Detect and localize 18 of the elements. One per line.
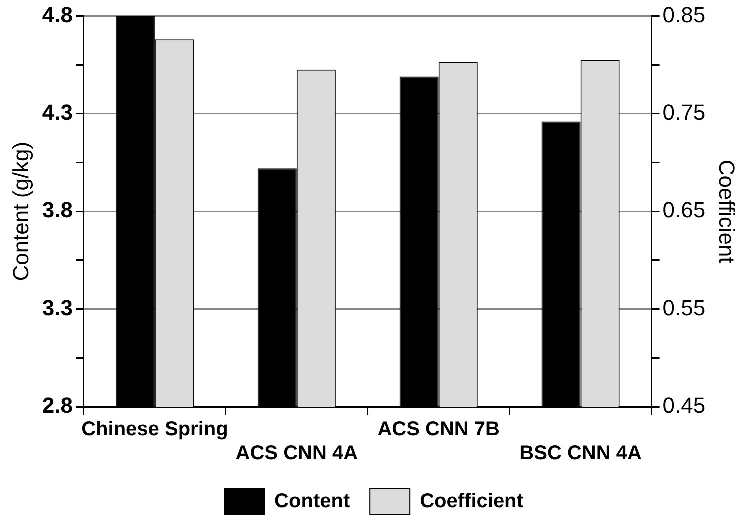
y2-tick-label: 0.45 xyxy=(662,393,706,418)
y2-tick-label: 0.55 xyxy=(662,295,706,320)
y2-tick-label: 0.75 xyxy=(662,100,706,125)
y-axis-title: Content (g/kg) xyxy=(8,142,34,282)
y2-tick-label: 0.65 xyxy=(662,198,706,223)
y-tick-label: 3.3 xyxy=(42,295,73,320)
y2-tick-label: 0.85 xyxy=(662,2,706,28)
y-tick-label: 4.8 xyxy=(42,2,73,28)
x-tick-label: BSC CNN 4A xyxy=(520,442,642,465)
y-tick-label: 4.3 xyxy=(42,100,73,125)
legend-label: Content xyxy=(274,490,350,513)
y-tick-label: 2.8 xyxy=(42,393,73,418)
x-tick-label: Chinese Spring xyxy=(82,418,228,441)
legend-label: Coefficient xyxy=(420,490,524,513)
x-tick-label: ACS CNN 7B xyxy=(378,418,500,441)
x-tick-label: ACS CNN 4A xyxy=(236,442,358,465)
y-tick-label: 3.8 xyxy=(42,198,73,223)
y2-axis-title: Coefficient xyxy=(714,160,740,264)
